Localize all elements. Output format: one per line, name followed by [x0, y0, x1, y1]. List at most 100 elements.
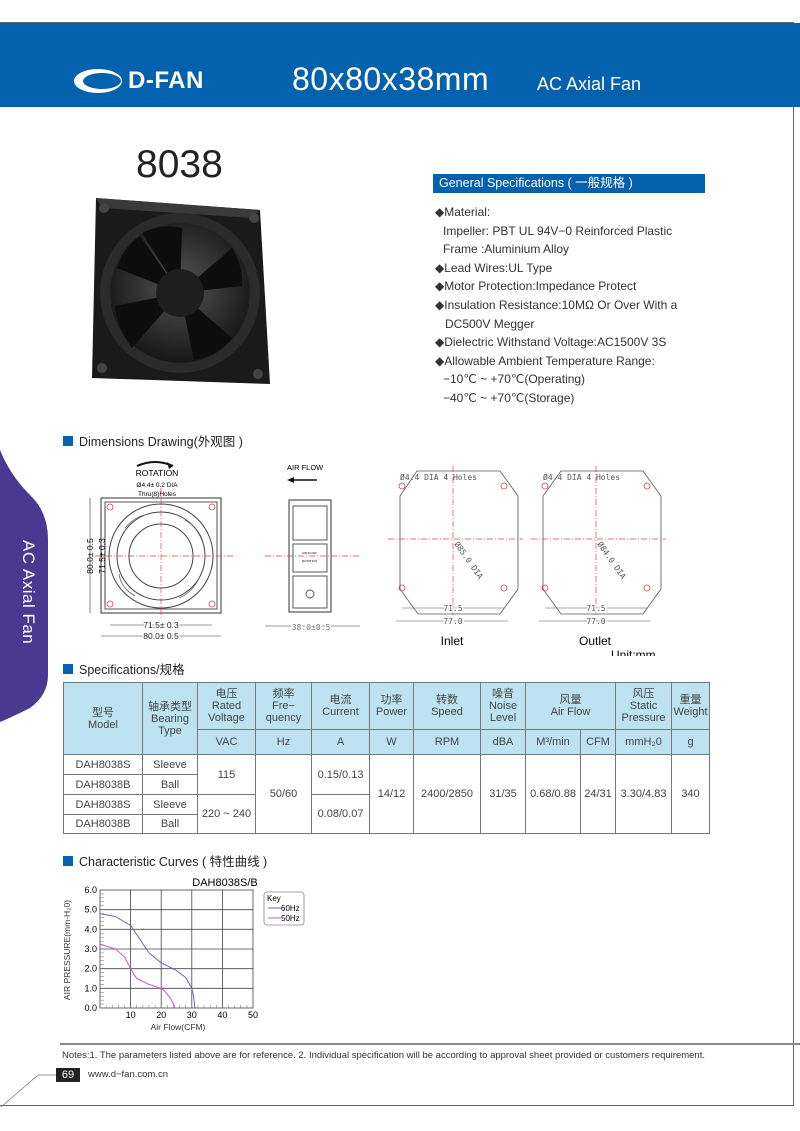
x-tick-label: 50	[248, 1010, 258, 1020]
table-row: DAH8038S Sleeve 115 50/60 0.15/0.13 14/1…	[63, 754, 710, 834]
rotation-label: ROTATION	[136, 468, 179, 478]
header-model: 型号 Model	[63, 682, 143, 755]
table-row: DAH8038B Ball	[63, 814, 710, 834]
bearing-cell: Sleeve	[142, 794, 198, 815]
table-row: DAH8038B Ball	[63, 774, 710, 795]
header-bearing: 轴承类型 Bearing Type	[142, 682, 198, 755]
dimensions-heading: Dimensions Drawing(外观图 )	[63, 431, 243, 450]
hole-note-1: Ø4.4± 0.2 DIA	[136, 482, 178, 489]
x-tick-label: 20	[156, 1010, 166, 1020]
header-current: 电流 Current	[311, 682, 370, 730]
model-cell: DAH8038S	[63, 754, 143, 775]
y-tick-label: 5.0	[84, 905, 97, 915]
website-url: www.d−fan.com.cn	[88, 1069, 168, 1080]
brand-logo: D-FAN	[72, 67, 204, 95]
header-pressure: 风压 Static Pressure	[615, 682, 672, 730]
dim-outer-vertical: 80.0± 0.5	[85, 538, 95, 574]
depth-dimension: 38.0±0.5	[292, 623, 331, 632]
y-tick-label: 6.0	[84, 885, 97, 895]
spec-line: DC500V Megger	[445, 316, 535, 331]
header-noise: 噪音 Noise Level	[480, 682, 526, 730]
unit-cell: mmH₂0	[615, 729, 672, 755]
noise-cell: 31/35	[480, 754, 526, 834]
model-cell: DAH8038B	[63, 774, 143, 795]
side-view-drawing: AIR FLOW AIR FLOW ROTATION 38.0±0.5	[265, 463, 360, 634]
spec-line: Frame :Aluminium Alloy	[443, 242, 570, 257]
curves-heading: Characteristic Curves ( 特性曲线 )	[63, 851, 267, 870]
side-rotation-marking: ROTATION	[302, 559, 317, 563]
unit-cell: g	[671, 729, 710, 755]
spec-line: ◆Lead Wires:UL Type	[435, 260, 553, 275]
spec-line: ◆Insulation Resistance:10MΩ Or Over With…	[435, 297, 678, 312]
outlet-dim-2: 77.0	[586, 617, 605, 626]
chart-y-label: AIR PRESSURE(mm-H₂0)	[62, 900, 72, 1000]
speed-cell: 2400/2850	[413, 754, 481, 834]
inlet-drawing: Ø4.4 DIA 4 Holes Ø85.0 DIA 71.5 77.0 Inl…	[388, 466, 523, 648]
section-marker-icon	[63, 855, 73, 866]
table-row: DAH8038S Sleeve 220 ~ 240 0.08/0.07	[63, 794, 710, 834]
inlet-diameter: Ø85.0 DIA	[452, 539, 485, 580]
side-tab	[0, 450, 48, 722]
unit-cell: W	[369, 729, 414, 755]
inlet-dim-2: 77.0	[443, 617, 462, 626]
y-tick-label: 1.0	[84, 983, 97, 993]
unit-cell: VAC	[197, 729, 256, 755]
spec-line: −10℃ ~ +70℃(Operating)	[443, 372, 586, 387]
chart-x-label: Air Flow(CFM)	[151, 1022, 206, 1032]
chart-legend: Key 60Hz 50Hz	[263, 891, 305, 926]
outlet-diameter: Ø84.0 DIA	[595, 539, 628, 580]
outlet-holes-label: Ø4.4 DIA 4 Holes	[543, 472, 620, 482]
curves-heading-text: Characteristic Curves ( 特性曲线 )	[79, 855, 268, 869]
table-header-row: 型号 Model 轴承类型 Bearing Type 电压 Rated Voltage 频…	[63, 682, 710, 755]
y-tick-label: 2.0	[84, 964, 97, 974]
front-view-drawing: ROTATION Ø4.4± 0.2 DIA Thru(8)Holes 80.0…	[85, 461, 235, 643]
airflow-label: AIR FLOW	[287, 463, 324, 472]
chart-title: DAH8038S/B	[192, 877, 257, 889]
legend-label-50hz: 50Hz	[281, 914, 300, 923]
page-subtitle: AC Axial Fan	[537, 74, 642, 94]
inlet-holes-label: Ø4.4 DIA 4 Holes	[400, 472, 477, 482]
section-marker-icon	[63, 663, 73, 674]
unit-cell: Hz	[255, 729, 312, 755]
general-specs-heading: General Specifications ( 一般规格 )	[433, 174, 705, 193]
specifications-table: 型号 Model 轴承类型 Bearing Type 电压 Rated Voltage 频…	[63, 682, 710, 834]
bearing-cell: Sleeve	[142, 754, 198, 775]
header-speed: 转数 Speed	[413, 682, 481, 730]
x-tick-label: 10	[126, 1010, 136, 1020]
dimensions-heading-text: Dimensions Drawing(外观图 )	[79, 435, 243, 449]
voltage-cell: 115	[197, 754, 256, 795]
weight-cell: 340	[671, 754, 710, 834]
current-cell: 0.15/0.13	[311, 754, 370, 795]
inlet-caption: Inlet	[441, 634, 464, 648]
specifications-heading: Specifications/规格	[63, 659, 185, 678]
side-airflow-marking: AIR FLOW	[302, 551, 317, 555]
unit-label: Unit:mm	[611, 648, 656, 656]
header-voltage: 电压 Rated Voltage	[197, 682, 256, 730]
footer-notes: Notes:1. The parameters listed above are…	[62, 1050, 705, 1061]
page-title: 80x80x38mm	[292, 61, 490, 97]
brand-name: D-FAN	[128, 67, 204, 94]
power-cell: 14/12	[369, 754, 414, 834]
spec-line: ◆Allowable Ambient Temperature Range:	[435, 353, 655, 368]
header-banner: D-FAN 80x80x38mm AC Axial Fan	[0, 23, 800, 107]
airflow-cfm-cell: 24/31	[580, 754, 616, 834]
corner-line-decoration	[0, 1074, 58, 1108]
unit-cell: A	[311, 729, 370, 755]
header-power: 功率 Power	[369, 682, 414, 730]
voltage-cell: 220 ~ 240	[197, 794, 256, 834]
header-weight: 重量 Weight	[671, 682, 710, 730]
legend-label-60hz: 60Hz	[281, 904, 300, 913]
legend-title: Key	[267, 894, 281, 903]
y-tick-label: 4.0	[84, 924, 97, 934]
spec-line: ◆Material:	[435, 205, 491, 219]
unit-cell: dBA	[480, 729, 526, 755]
curve-60hz	[99, 913, 196, 1009]
curve-50hz	[99, 943, 176, 1009]
x-tick-label: 30	[187, 1010, 197, 1020]
footer-divider	[60, 1043, 800, 1045]
specifications-heading-text: Specifications/规格	[79, 663, 185, 677]
spec-line: ◆Motor Protection:Impedance Protect	[435, 279, 637, 294]
bearing-cell: Ball	[142, 774, 198, 795]
model-cell: DAH8038S	[63, 794, 143, 815]
